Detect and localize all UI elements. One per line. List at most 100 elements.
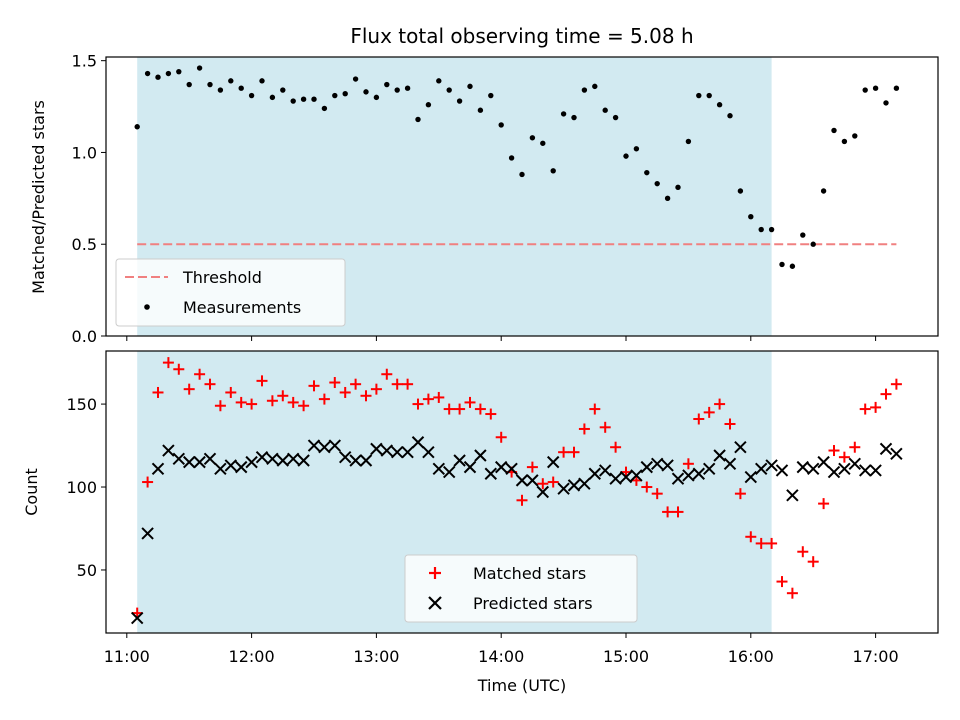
matched-star-point	[526, 461, 538, 473]
measurement-point	[706, 92, 712, 99]
legend-matched-swatch	[429, 567, 441, 579]
measurement-point	[675, 184, 681, 191]
panel-count-frame	[105, 350, 939, 634]
measurement-point	[592, 83, 598, 90]
predicted-star-point	[193, 455, 206, 469]
legend-threshold-label: Threshold	[182, 268, 262, 287]
predicted-star-point	[214, 462, 227, 475]
predicted-star-point	[484, 467, 498, 480]
predicted-star-point	[380, 444, 394, 457]
predicted-star-point	[796, 460, 810, 474]
predicted-star-point	[526, 474, 539, 487]
measurement-point	[852, 133, 858, 139]
matched-star-point	[610, 441, 622, 453]
predicted-star-point	[734, 441, 747, 454]
matched-star-point	[516, 494, 528, 506]
legend-matched-label: Matched stars	[473, 564, 586, 583]
measurement-point	[155, 74, 161, 80]
measurement-point	[217, 87, 224, 93]
matched-star-point	[474, 403, 486, 415]
matched-star-point	[183, 383, 195, 395]
measurement-point	[633, 146, 640, 152]
measurement-point	[196, 65, 203, 71]
predicted-star-point	[505, 462, 518, 475]
measurement-point	[352, 76, 359, 82]
legend-predicted-swatch	[428, 596, 442, 610]
measurement-point	[737, 188, 744, 194]
predicted-star-point	[422, 445, 435, 459]
matched-star-point	[360, 390, 372, 402]
predicted-star-point	[318, 441, 331, 454]
measurement-point	[602, 107, 608, 113]
predicted-star-point	[827, 465, 841, 479]
predicted-star-point	[224, 459, 238, 472]
matched-star-point	[350, 378, 362, 390]
predicted-star-point	[879, 442, 893, 456]
predicted-star-point	[151, 462, 165, 475]
matched-star-point	[495, 431, 507, 443]
matched-star-point	[142, 476, 154, 488]
matched-star-point	[370, 383, 382, 395]
matched-star-point	[859, 403, 871, 415]
matched-star-point	[880, 388, 892, 400]
measurement-point	[144, 70, 151, 77]
predicted-star-point	[338, 450, 352, 464]
predicted-stars-series	[130, 436, 903, 625]
matched-star-point	[339, 386, 351, 398]
matched-star-point	[381, 368, 393, 380]
predicted-star-point	[266, 452, 279, 466]
matched-star-point	[714, 398, 726, 410]
matched-star-point	[776, 576, 788, 588]
matched-star-point	[745, 531, 757, 543]
measurement-point	[664, 195, 671, 202]
x-tick-label: 16:00	[728, 647, 774, 666]
matched-star-point	[589, 403, 601, 415]
measurement-point	[612, 114, 619, 121]
matched-star-point	[828, 445, 840, 457]
measurement-point	[623, 153, 629, 159]
predicted-star-point	[255, 450, 269, 464]
predicted-star-point	[848, 457, 862, 471]
matched-star-point	[797, 546, 809, 558]
matched-star-point	[724, 418, 736, 430]
predicted-star-point	[775, 464, 789, 477]
measurement-point	[883, 100, 889, 106]
predicted-star-point	[182, 455, 196, 469]
matched-star-point	[651, 488, 663, 500]
measurement-point	[165, 70, 172, 77]
x-tick-label: 11:00	[104, 647, 150, 666]
measurement-point	[550, 168, 556, 174]
panel-ratio-legend: Threshold Measurements	[115, 258, 346, 327]
panel-count-ylabel: Count	[22, 468, 41, 516]
measurement-point	[758, 226, 764, 233]
measurement-point	[321, 105, 328, 112]
measurement-point	[290, 98, 296, 104]
measurement-point	[280, 87, 286, 93]
predicted-star-point	[349, 454, 362, 467]
predicted-star-point	[297, 454, 310, 467]
predicted-star-point	[578, 477, 591, 490]
matched-star-point	[755, 537, 767, 549]
matched-star-point	[266, 395, 278, 407]
y-tick-label: 0.0	[72, 327, 97, 346]
predicted-star-point	[359, 454, 373, 467]
matched-star-point	[329, 377, 341, 389]
predicted-star-point	[370, 442, 383, 456]
measurement-point	[342, 91, 348, 97]
predicted-star-point	[650, 457, 664, 471]
predicted-star-point	[786, 489, 799, 502]
predicted-star-point	[411, 436, 425, 449]
matched-star-point	[391, 378, 403, 390]
predicted-star-point	[619, 470, 633, 484]
measurement-point	[488, 92, 494, 99]
measurement-point	[259, 78, 265, 84]
legend-predicted-label: Predicted stars	[473, 594, 593, 613]
predicted-star-point	[162, 444, 175, 457]
x-axis-ticks: 11:00 12:00 13:00 14:00 15:00 16:00 17:00	[104, 647, 899, 666]
panel-count-ticks: 50 100 150	[66, 395, 877, 638]
predicted-star-point	[598, 464, 612, 477]
measurement-point	[508, 155, 515, 161]
measurement-point	[529, 135, 536, 141]
matched-star-point	[277, 390, 289, 402]
measurement-point	[384, 81, 390, 88]
